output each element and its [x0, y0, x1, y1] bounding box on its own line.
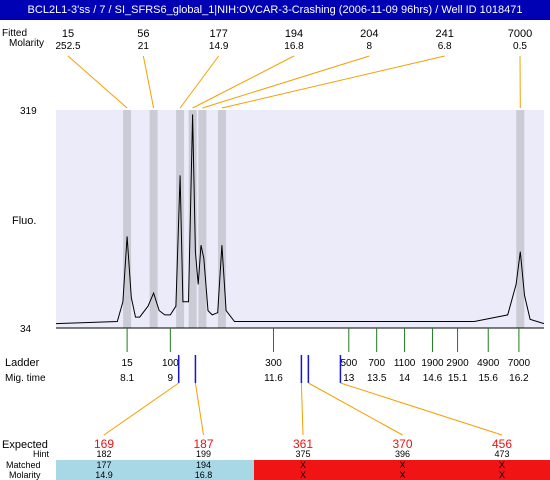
expected-leader-line [300, 382, 304, 436]
expected-leader-line [308, 382, 403, 436]
peak-molarity-label: 8 [367, 41, 373, 52]
peak-band [176, 110, 185, 328]
ladder-size-label: 700 [368, 358, 385, 369]
matched-value: X [300, 460, 306, 470]
peak-size-label: 15 [62, 28, 74, 40]
ladder-size-label: 1900 [421, 358, 444, 369]
matched-band [56, 460, 254, 480]
unmatched-band [254, 460, 550, 480]
ladder-size-label: 2900 [446, 358, 469, 369]
molarity-value: 16.8 [195, 470, 213, 480]
molarity-label: Molarity [9, 470, 41, 480]
molarity-value: X [300, 470, 306, 480]
expected-value: 169 [94, 437, 114, 451]
peak-molarity-label: 21 [138, 41, 150, 52]
peak-size-label: 7000 [508, 28, 532, 40]
mig-time-label: Mig. time [5, 373, 46, 384]
peak-leader-line [179, 55, 220, 109]
ladder-size-label: 500 [340, 358, 357, 369]
ladder-time-label: 9 [168, 373, 174, 384]
peak-leader-line [67, 55, 128, 109]
ladder-time-label: 13 [343, 373, 355, 384]
expected-value: 456 [492, 437, 512, 451]
ladder-size-label: 100 [162, 358, 179, 369]
expected-leader-line [103, 382, 179, 436]
peak-band [516, 110, 525, 328]
peak-band [188, 110, 197, 328]
peak-molarity-label: 14.9 [209, 41, 229, 52]
hint-value: 199 [196, 449, 211, 459]
matched-label: Matched [6, 460, 41, 470]
peak-band [198, 110, 207, 328]
hint-value: 375 [295, 449, 310, 459]
peak-molarity-label: 6.8 [438, 41, 452, 52]
hint-value: 182 [96, 449, 111, 459]
peak-band [217, 110, 226, 328]
hint-value: 396 [395, 449, 410, 459]
peak-size-label: 204 [360, 28, 378, 40]
ladder-time-label: 14 [399, 373, 411, 384]
peak-leader-line [221, 55, 445, 109]
expected-leader-line [340, 382, 503, 436]
peak-leader-line [142, 55, 155, 109]
peak-molarity-label: 16.8 [284, 41, 304, 52]
expected-value: 187 [193, 437, 213, 451]
ladder-size-label: 1100 [394, 358, 416, 369]
peak-band [123, 110, 132, 328]
ladder-time-label: 16.2 [509, 373, 529, 384]
ladder-size-label: 300 [265, 358, 282, 369]
y-tick-max: 319 [20, 106, 37, 117]
ladder-size-label: 4900 [477, 358, 500, 369]
molarity-value: 14.9 [95, 470, 113, 480]
peak-molarity-label: 0.5 [513, 41, 527, 52]
matched-value: X [499, 460, 505, 470]
matched-value: X [399, 460, 405, 470]
peak-molarity-label: 252.5 [55, 41, 80, 52]
peak-size-label: 241 [435, 28, 453, 40]
y-axis-label: Fluo. [12, 215, 36, 227]
ladder-label: Ladder [5, 357, 40, 369]
fitted-row-label: Fitted [2, 28, 27, 39]
peak-size-label: 177 [209, 28, 227, 40]
expected-label: Expected [2, 439, 48, 451]
peak-leader-line [192, 55, 295, 109]
ladder-time-label: 15.6 [478, 373, 498, 384]
ladder-time-label: 8.1 [120, 373, 134, 384]
peak-band [149, 110, 158, 328]
peak-size-label: 194 [285, 28, 303, 40]
y-tick-min: 34 [20, 324, 32, 335]
expected-leader-line [194, 382, 204, 436]
peak-leader-line [202, 55, 370, 109]
ladder-time-label: 13.5 [367, 373, 387, 384]
hint-label: Hint [33, 449, 50, 459]
peak-size-label: 56 [137, 28, 149, 40]
expected-value: 361 [293, 437, 313, 451]
molarity-row-label: Molarity [9, 38, 44, 49]
ladder-time-label: 15.1 [448, 373, 468, 384]
plot-area [56, 110, 544, 328]
matched-value: 194 [196, 460, 211, 470]
chart-title: BCL2L1-3'ss / 7 / SI_SFRS6_global_1|NIH:… [0, 0, 550, 20]
molarity-value: X [399, 470, 405, 480]
matched-value: 177 [96, 460, 111, 470]
hint-value: 473 [494, 449, 509, 459]
expected-value: 370 [392, 437, 412, 451]
ladder-size-label: 15 [122, 358, 134, 369]
ladder-size-label: 7000 [508, 358, 531, 369]
fluorescence-trace [55, 114, 545, 325]
ladder-time-label: 14.6 [423, 373, 443, 384]
ladder-time-label: 11.6 [264, 373, 283, 384]
molarity-value: X [499, 470, 505, 480]
